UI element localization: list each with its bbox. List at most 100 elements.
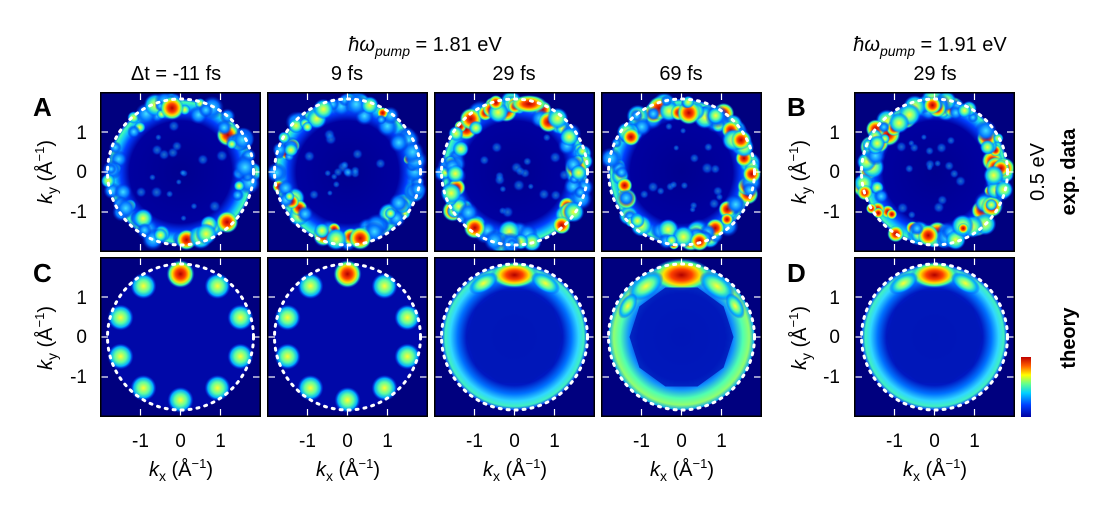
noise-speckle	[324, 169, 332, 177]
noise-speckle	[909, 143, 919, 153]
noise-speckle	[323, 129, 335, 141]
intensity-speckle	[726, 194, 746, 215]
noise-speckle	[689, 201, 698, 210]
theory-spot	[227, 304, 254, 331]
noise-speckle	[558, 169, 571, 181]
intensity-speckle	[216, 119, 232, 136]
noise-speckle	[955, 175, 966, 187]
brillouin-boundary	[860, 97, 1009, 247]
intensity-speckle	[872, 207, 884, 219]
noise-speckle	[550, 189, 562, 201]
pump-energy-1: ħωpump = 1.81 eV	[348, 34, 502, 59]
theory-spot	[371, 374, 398, 401]
intensity-speckle	[115, 198, 136, 219]
intensity-speckle	[616, 177, 633, 194]
brillouin-boundary	[860, 262, 1009, 412]
intensity-speckle	[233, 155, 257, 180]
noise-speckle	[708, 198, 720, 209]
theory-disk	[274, 264, 421, 410]
x-tick-label: -1	[466, 431, 483, 452]
svg-text:1: 1	[76, 288, 87, 309]
intensity-speckle	[448, 125, 464, 142]
theory-spot	[297, 374, 324, 401]
map-panel	[854, 92, 1015, 252]
noise-speckle	[499, 185, 507, 193]
noise-speckle	[333, 167, 343, 177]
intensity-speckle	[742, 182, 758, 198]
theory-spot	[130, 374, 157, 401]
panel-frame	[267, 92, 428, 252]
noise-speckle	[158, 149, 170, 161]
theory-spot	[334, 387, 361, 413]
ylabel-row1-b: ky (Å−1)	[786, 140, 814, 204]
theory-hot-arc	[910, 261, 959, 289]
panel-frame	[601, 257, 762, 417]
x-tick-label: 0	[676, 431, 687, 452]
noise-speckle	[703, 142, 713, 152]
intensity-speckle	[452, 140, 469, 158]
intensity-speckle	[376, 114, 387, 125]
intensity-speckle	[137, 223, 152, 238]
noise-speckle	[165, 190, 174, 198]
noise-speckle	[303, 150, 315, 162]
brillouin-boundary	[440, 262, 589, 412]
brillouin-boundary	[273, 97, 422, 247]
xlabels-layer: kx (Å−1) kx (Å−1) kx (Å−1) kx (Å−1) kx (Å−1)	[149, 456, 967, 484]
theory-hot-arc	[725, 293, 745, 319]
intensity-speckle	[233, 180, 245, 192]
svg-text:-1: -1	[823, 367, 840, 388]
ylabel-row2: ky (Å−1)	[32, 306, 60, 370]
noise-speckle	[896, 202, 909, 214]
noise-speckle	[197, 154, 209, 166]
intensity-speckle	[463, 216, 486, 239]
delay-label-3: 29 fs	[492, 63, 535, 85]
brillouin-boundary	[106, 97, 255, 247]
map-panel	[601, 257, 762, 417]
noise-speckle	[920, 133, 928, 141]
theory-spot	[167, 387, 194, 413]
intensity-speckle	[127, 125, 141, 139]
delay-label-2: 9 fs	[331, 63, 363, 85]
theory-spot	[394, 304, 421, 331]
noise-speckle	[479, 155, 490, 165]
intensity-speckle	[133, 208, 154, 229]
theory-disk	[107, 264, 254, 410]
yticks-row1: 1 0 -1	[70, 123, 87, 223]
brillouin-boundary	[607, 97, 756, 247]
theory-hot-arc	[699, 271, 735, 301]
noise-speckle	[665, 122, 673, 131]
noise-speckle	[933, 201, 945, 213]
noise-speckle	[494, 174, 506, 186]
x-tick-label: -1	[299, 431, 316, 452]
xticks-layer: -1 0 1 -1 0 1 -1 0 1 -1 0 1 -1 0 1	[132, 431, 980, 452]
x-tick-label: 1	[969, 431, 980, 452]
x-tick-label: 1	[382, 431, 393, 452]
panel-frame	[434, 92, 595, 252]
noise-speckle	[549, 151, 561, 164]
svg-text:1: 1	[829, 288, 840, 309]
panel-frame	[434, 257, 595, 417]
panel-frame	[100, 92, 261, 252]
noise-speckle	[515, 166, 526, 177]
svg-text:0: 0	[829, 162, 840, 183]
ylabel-row1: ky (Å−1)	[32, 140, 60, 204]
energy-label: 0.5 eV	[1027, 142, 1049, 200]
noise-speckle	[673, 144, 680, 152]
noise-speckle	[538, 188, 550, 200]
svg-text:1: 1	[829, 123, 840, 144]
panel-frame	[854, 257, 1015, 417]
intensity-map	[267, 92, 427, 252]
x-tick-label: 1	[716, 431, 727, 452]
noise-speckle	[934, 159, 942, 168]
intensity-speckle	[957, 222, 969, 234]
intensity-speckle	[468, 120, 484, 136]
intensity-speckle	[563, 201, 585, 223]
intensity-map	[861, 261, 1008, 410]
intensity-speckle	[284, 191, 295, 202]
x-axis-label: kx (Å−1)	[483, 456, 547, 484]
x-tick-label: -1	[132, 431, 149, 452]
intensity-speckle	[615, 165, 629, 179]
intensity-map	[441, 261, 588, 410]
intensity-speckle	[231, 189, 244, 202]
noise-speckle	[936, 142, 947, 154]
